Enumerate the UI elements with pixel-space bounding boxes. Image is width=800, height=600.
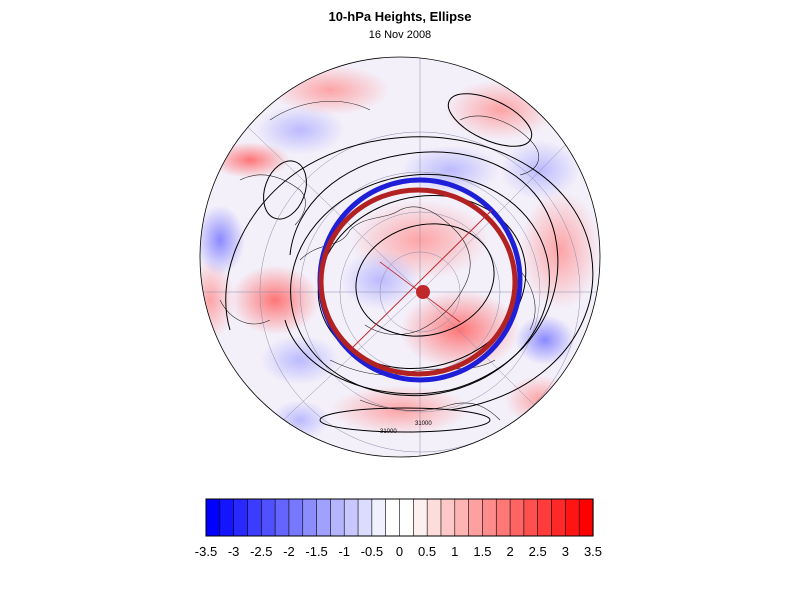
colorbar-box	[399, 498, 414, 537]
colorbar-box	[440, 498, 456, 537]
colorbar-box	[274, 498, 290, 537]
colorbar-box	[247, 498, 262, 537]
colorbar-box	[330, 498, 345, 537]
colorbar-box	[523, 498, 539, 537]
colorbar-box	[205, 498, 221, 537]
colorbar-tick-label: -2	[283, 544, 295, 559]
colorbar-tick-label: -1.5	[305, 544, 327, 559]
colorbar-tick-label: 1.5	[473, 544, 491, 559]
colorbar-box	[343, 498, 359, 537]
colorbar-box	[385, 498, 401, 537]
colorbar-box	[565, 498, 580, 537]
colorbar-box	[551, 498, 566, 537]
map-date: 16 Nov 2008	[368, 29, 432, 41]
colorbar-tick-label: 0	[396, 544, 403, 559]
colorbar-box	[357, 498, 373, 537]
colorbar-box	[509, 498, 525, 537]
colorbar-boxes	[205, 498, 594, 537]
ellipse-inner	[318, 187, 518, 377]
colorbar-tick-label: -2.5	[250, 544, 272, 559]
colorbar-box	[302, 498, 318, 537]
height-contours	[225, 93, 594, 433]
map-title: 10-hPa Heights, Ellipse	[328, 9, 472, 24]
colorbar-tick-label: -3.5	[195, 544, 217, 559]
colorbar-box	[482, 498, 497, 537]
colorbar-box	[468, 498, 484, 537]
colorbar-tick-label: -3	[228, 544, 240, 559]
colorbar-box	[371, 498, 387, 537]
colorbar-tick-label: 0.5	[418, 544, 436, 559]
colorbar-box	[426, 498, 442, 537]
colorbar-tick-labels: -3.5 -3 -2.5 -2 -1.5 -1 -0.5 0 0.5 1 1.5 2 2.5 3 3.5	[195, 544, 602, 559]
contour-label-right: 31000	[415, 421, 432, 427]
colorbar-box	[233, 498, 249, 537]
colorbar-frame	[205, 498, 594, 537]
colorbar-tick-label: 2	[506, 544, 513, 559]
globe-outline	[199, 56, 601, 458]
colorbar-box	[495, 498, 511, 537]
colorbar-box	[454, 498, 470, 537]
colorbar-tick-label: 3	[562, 544, 569, 559]
colorbar-box	[413, 498, 428, 537]
ellipse-centroid-marker	[416, 285, 430, 299]
colorbar-box	[288, 498, 304, 537]
colorbar-box	[260, 498, 276, 537]
colorbar-tick-label: -1	[338, 544, 350, 559]
colorbar-box	[537, 498, 553, 537]
colorbar-box	[316, 498, 331, 537]
contour-label-left: 31000	[380, 429, 397, 435]
ellipse-major-axis	[349, 209, 493, 351]
colorbar-tick-label: 3.5	[584, 544, 602, 559]
colorbar-box	[219, 498, 235, 537]
colorbar-tick-label: 1	[451, 544, 458, 559]
colorbar-box	[578, 498, 594, 537]
colorbar-tick-label: -0.5	[361, 544, 383, 559]
colorbar-tick-label: 2.5	[529, 544, 547, 559]
